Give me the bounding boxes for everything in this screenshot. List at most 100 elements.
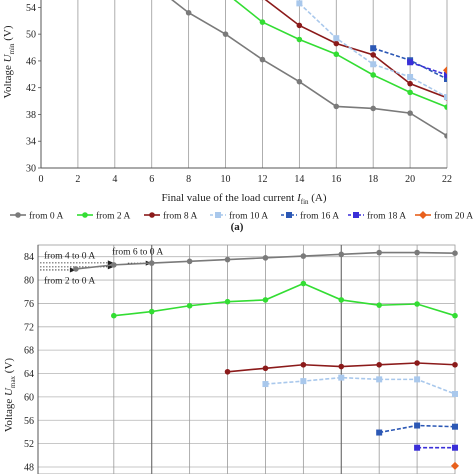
- data-point: [452, 423, 458, 430]
- annotation-label: from 2 to 0 A: [44, 276, 95, 287]
- data-point: [333, 51, 340, 58]
- legend-item: from 0 A: [10, 211, 63, 222]
- y-axis-label: Voltage Umax (V): [3, 358, 17, 433]
- data-point: [414, 301, 420, 307]
- data-point: [376, 376, 383, 383]
- data-point: [444, 133, 447, 139]
- y-tick-label: 76: [24, 299, 34, 310]
- data-point: [407, 89, 413, 96]
- y-tick-label: 84: [24, 252, 34, 263]
- data-point: [259, 56, 266, 63]
- data-point: [262, 255, 269, 261]
- data-point: [338, 374, 345, 381]
- data-point: [262, 381, 269, 388]
- data-point: [407, 110, 413, 116]
- data-point: [370, 105, 376, 112]
- y-tick-label: 48: [24, 463, 34, 474]
- legend-item: from 8 A: [144, 211, 197, 222]
- data-point: [73, 266, 79, 272]
- data-point: [451, 461, 459, 470]
- y-tick-label: 80: [24, 276, 34, 287]
- legend-label: from 0 A: [29, 211, 63, 222]
- data-point: [414, 376, 421, 383]
- series-line: [298, 2, 447, 98]
- y-tick-label: 72: [24, 322, 34, 333]
- series-line: [113, 282, 456, 317]
- data-point: [452, 444, 458, 451]
- data-point: [407, 73, 414, 80]
- x-tick-label: 12: [257, 174, 267, 185]
- legend-swatch-marker: [419, 211, 427, 219]
- data-point: [222, 31, 229, 37]
- data-point: [262, 365, 269, 372]
- series-line: [264, 0, 447, 99]
- data-point: [300, 361, 307, 368]
- legend-label: from 10 A: [229, 211, 268, 222]
- legend-label: from 8 A: [163, 211, 197, 222]
- legend-item: from 18 A: [348, 211, 406, 222]
- legend-item: from 2 A: [77, 211, 130, 222]
- annotation-label: from 4 to 0 A: [44, 250, 95, 261]
- data-point: [452, 250, 458, 256]
- legend-label: from 20 A: [434, 211, 473, 222]
- data-point: [224, 256, 231, 263]
- data-point: [407, 59, 414, 66]
- data-point: [414, 360, 420, 366]
- data-point: [333, 40, 340, 47]
- legend: from 0 A from 2 A from 8 A from 10 A from 16…: [10, 211, 473, 222]
- x-tick-label: 22: [442, 174, 452, 185]
- data-point: [338, 363, 345, 370]
- y-tick-label: 64: [24, 369, 34, 380]
- x-tick-label: 4: [112, 174, 117, 185]
- data-point: [296, 0, 303, 7]
- data-point: [148, 308, 155, 315]
- data-point: [300, 378, 307, 385]
- data-point: [111, 312, 117, 319]
- chart-panel-b: 48 52 56 60 64 68 72 76 80 84 from 4 to 0 A from 6 …: [3, 244, 459, 474]
- data-point: [186, 258, 193, 265]
- y-axis-label: Voltage Umin (V): [2, 25, 16, 98]
- x-tick-label: 2: [75, 174, 80, 185]
- data-point: [376, 429, 383, 436]
- data-point: [262, 297, 269, 303]
- data-point: [111, 262, 117, 268]
- legend-item: from 20 A: [415, 211, 473, 222]
- legend-swatch-marker: [353, 212, 359, 218]
- data-point: [452, 312, 458, 319]
- data-point: [452, 390, 458, 397]
- data-point: [376, 249, 382, 256]
- data-point: [370, 45, 377, 52]
- annotation-arrowhead: [107, 260, 114, 266]
- legend-swatch-marker: [15, 212, 21, 218]
- series-group: [73, 249, 459, 470]
- data-point: [444, 94, 447, 101]
- data-point: [300, 280, 307, 287]
- data-point: [296, 22, 303, 29]
- x-tick-label: 0: [39, 174, 44, 185]
- data-point: [333, 103, 340, 110]
- data-point: [376, 302, 382, 308]
- y-tick-label: 30: [26, 164, 36, 175]
- x-tick-label: 6: [149, 174, 154, 185]
- y-tick-label: 46: [26, 56, 36, 67]
- legend-label: from 18 A: [367, 211, 406, 222]
- x-tick-label: 16: [331, 174, 341, 185]
- data-point: [370, 61, 377, 68]
- data-point: [296, 36, 303, 43]
- y-tick-label: 52: [24, 439, 34, 450]
- data-point: [185, 9, 192, 16]
- data-point: [370, 52, 376, 58]
- legend-item: from 16 A: [281, 211, 339, 222]
- series-line: [409, 61, 447, 76]
- data-point: [444, 75, 447, 82]
- legend-swatch-marker: [215, 212, 221, 218]
- panel-label: (a): [231, 221, 244, 233]
- legend-label: from 2 A: [96, 211, 130, 222]
- data-point: [259, 19, 266, 25]
- data-point: [444, 71, 447, 78]
- legend-item: from 10 A: [210, 211, 268, 222]
- data-point: [414, 444, 421, 451]
- data-point: [338, 297, 345, 303]
- annotation-label: from 6 to 0 A: [112, 246, 163, 257]
